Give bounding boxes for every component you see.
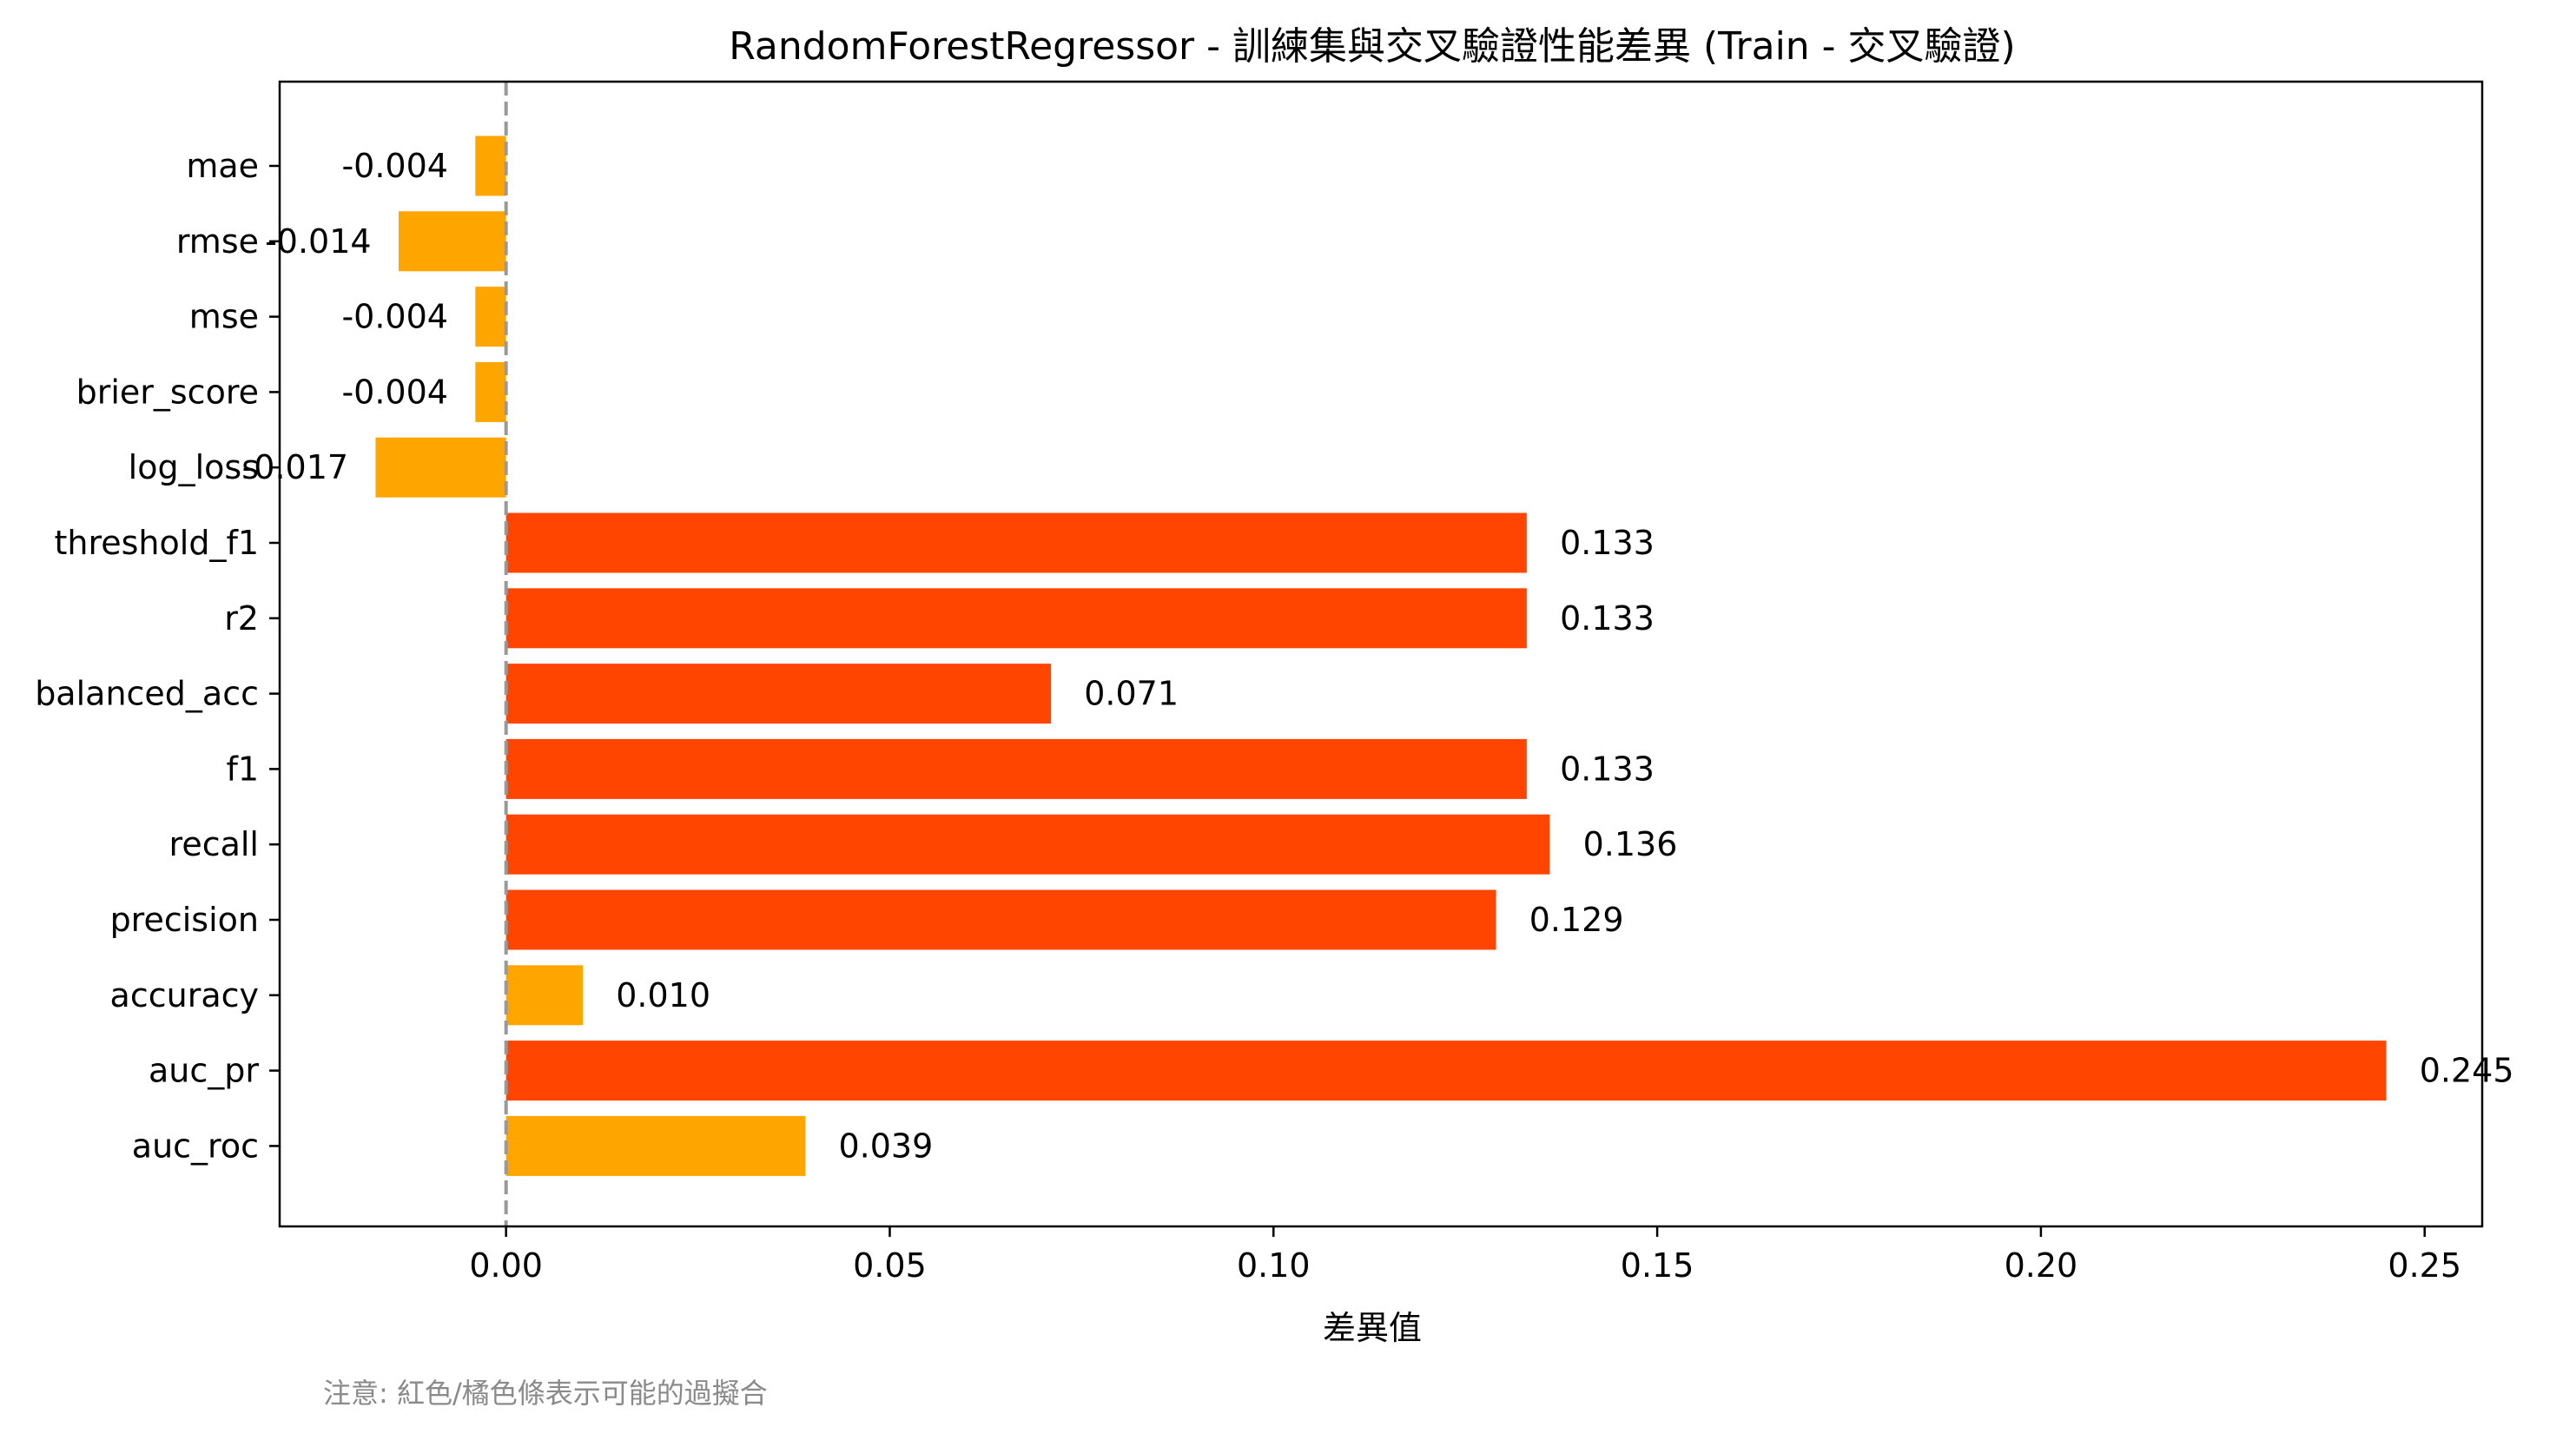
bar-accuracy (505, 965, 584, 1026)
value-label: 0.136 (1583, 825, 1678, 863)
y-tick-label: balanced_acc (35, 675, 259, 713)
x-axis-label: 差異值 (1323, 1309, 1422, 1347)
x-tick-label: 0.25 (2388, 1246, 2461, 1285)
bar-log-loss (375, 437, 506, 498)
y-tick-label: auc_roc (132, 1127, 259, 1165)
bar-r2 (505, 588, 1527, 649)
plot-area-frame (278, 80, 2484, 1228)
bar-auc-pr (505, 1041, 2387, 1101)
y-tick-label: precision (110, 901, 259, 939)
x-tick-label: 0.15 (1621, 1246, 1694, 1285)
y-tick-label: log_loss (129, 448, 259, 486)
bar-auc-roc (505, 1115, 806, 1176)
bar-recall (505, 814, 1550, 875)
bar-threshold-f1 (505, 512, 1527, 573)
value-label: -0.004 (341, 298, 448, 336)
chart-title: RandomForestRegressor - 訓練集與交叉驗證性能差異 (Tr… (729, 24, 2015, 69)
y-tick-label: rmse (176, 222, 259, 261)
value-label: 0.129 (1529, 901, 1624, 939)
bars-group (375, 135, 2387, 1176)
y-tick-label: f1 (226, 750, 259, 788)
x-tick-label: 0.05 (853, 1246, 927, 1285)
bar-balanced-acc (505, 664, 1052, 724)
value-label: 0.133 (1560, 524, 1655, 562)
value-label: -0.004 (341, 147, 448, 185)
bar-mse (475, 287, 506, 347)
x-tick-label: 0.10 (1237, 1246, 1311, 1285)
value-label: 0.133 (1560, 750, 1655, 788)
y-tick-label: mae (186, 147, 259, 185)
y-tick-label: brier_score (76, 373, 259, 411)
x-axis: 0.00 0.05 0.10 0.15 0.20 0.25 (469, 1226, 2461, 1285)
y-tick-label: accuracy (110, 976, 259, 1014)
bar-precision (505, 889, 1496, 950)
value-label: -0.014 (265, 222, 372, 261)
x-tick-label: 0.00 (469, 1246, 543, 1285)
y-tick-label: recall (169, 825, 259, 863)
value-label: 0.245 (2420, 1052, 2514, 1090)
value-label: 0.133 (1560, 599, 1655, 638)
value-label: 0.039 (838, 1127, 933, 1165)
y-tick-label: mse (189, 298, 259, 336)
value-label: 0.071 (1084, 675, 1179, 713)
y-tick-label: auc_pr (149, 1052, 259, 1090)
bar-brier-score (475, 361, 506, 422)
bar-rmse (398, 211, 506, 272)
x-tick-label: 0.20 (2005, 1246, 2078, 1285)
bar-f1 (505, 738, 1527, 799)
value-label: -0.017 (242, 448, 349, 486)
y-tick-label: r2 (224, 599, 259, 638)
value-label: 0.010 (616, 976, 710, 1014)
y-axis: mae rmse mse brier_score log_loss threshold_f… (35, 147, 280, 1165)
footnote-note: 注意: 紅色/橘色條表示可能的過擬合 (323, 1377, 768, 1410)
value-label: -0.004 (341, 373, 448, 411)
bar-mae (475, 135, 506, 196)
y-tick-label: threshold_f1 (54, 524, 259, 562)
value-labels-group: -0.004 -0.014 -0.004 -0.004 -0.017 0.133 0.133… (242, 147, 2514, 1165)
